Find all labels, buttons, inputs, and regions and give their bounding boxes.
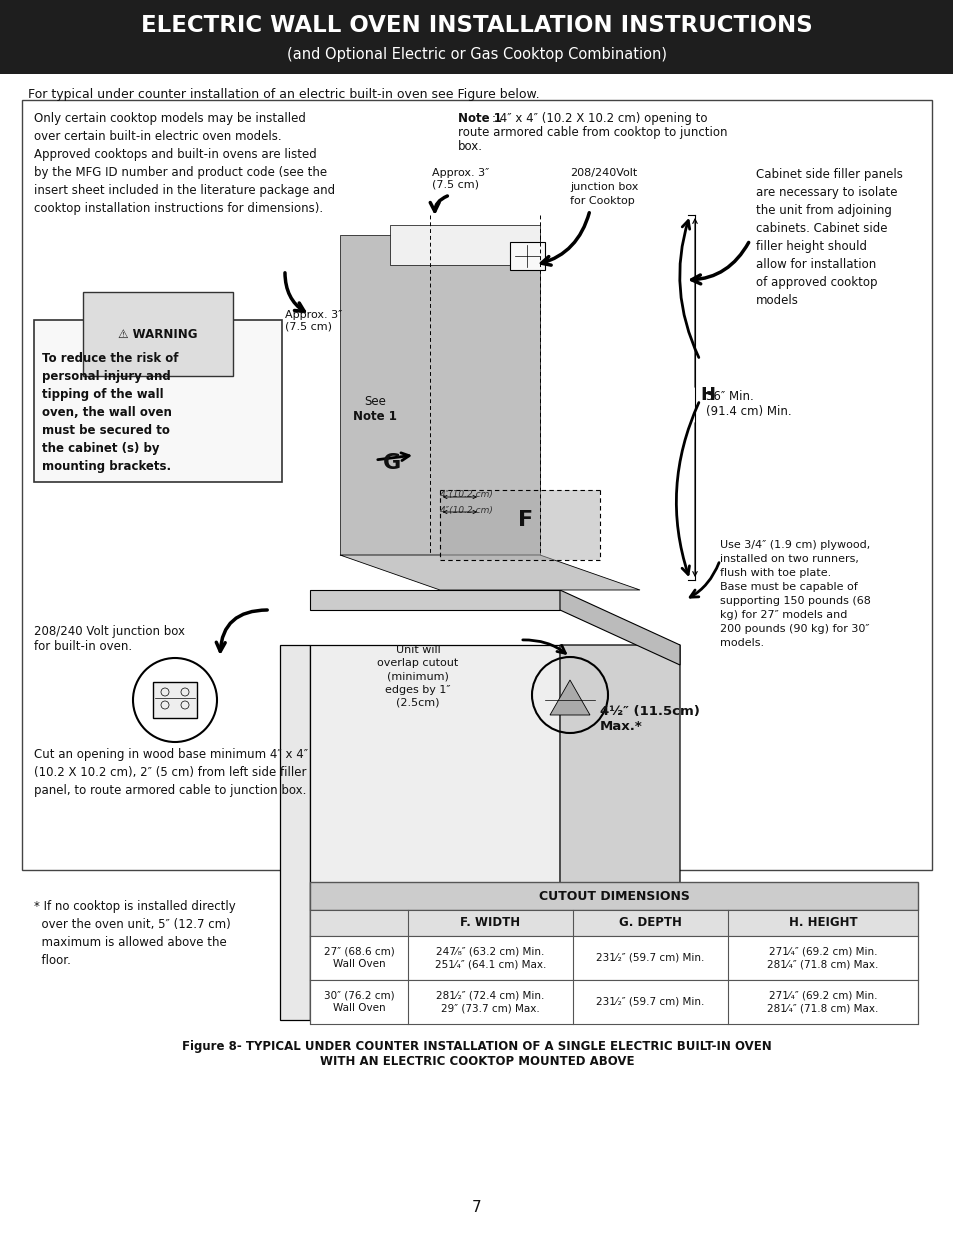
Text: 30″ (76.2 cm)
Wall Oven: 30″ (76.2 cm) Wall Oven bbox=[323, 990, 394, 1014]
Text: 231⁄₂″ (59.7 cm) Min.: 231⁄₂″ (59.7 cm) Min. bbox=[596, 953, 704, 963]
Text: Unit will
overlap cutout
(minimum)
edges by 1″
(2.5cm): Unit will overlap cutout (minimum) edges… bbox=[377, 645, 458, 708]
Text: box.: box. bbox=[457, 140, 482, 153]
Bar bbox=[310, 910, 917, 936]
Polygon shape bbox=[439, 490, 599, 559]
Polygon shape bbox=[280, 645, 310, 1020]
Bar bbox=[310, 981, 917, 1024]
Text: 27″ (68.6 cm)
Wall Oven: 27″ (68.6 cm) Wall Oven bbox=[323, 946, 394, 969]
Text: 208/240 Volt junction box
for built-in oven.: 208/240 Volt junction box for built-in o… bbox=[34, 625, 185, 653]
Text: 271⁄₄″ (69.2 cm) Min.
281⁄₄″ (71.8 cm) Max.: 271⁄₄″ (69.2 cm) Min. 281⁄₄″ (71.8 cm) M… bbox=[766, 946, 878, 969]
Text: : 4″ x 4″ (10.2 X 10.2 cm) opening to: : 4″ x 4″ (10.2 X 10.2 cm) opening to bbox=[492, 112, 707, 125]
Text: WITH AN ELECTRIC COOKTOP MOUNTED ABOVE: WITH AN ELECTRIC COOKTOP MOUNTED ABOVE bbox=[319, 1055, 634, 1068]
Text: 281⁄₂″ (72.4 cm) Min.
29″ (73.7 cm) Max.: 281⁄₂″ (72.4 cm) Min. 29″ (73.7 cm) Max. bbox=[436, 990, 544, 1014]
Text: (and Optional Electric or Gas Cooktop Combination): (and Optional Electric or Gas Cooktop Co… bbox=[287, 47, 666, 62]
Text: CUTOUT DIMENSIONS: CUTOUT DIMENSIONS bbox=[538, 889, 689, 903]
Text: Use 3/4″ (1.9 cm) plywood,
installed on two runners,
flush with toe plate.
Base : Use 3/4″ (1.9 cm) plywood, installed on … bbox=[720, 540, 870, 648]
Bar bbox=[22, 100, 931, 869]
Text: Note 1: Note 1 bbox=[353, 410, 396, 424]
Text: 231⁄₂″ (59.7 cm) Min.: 231⁄₂″ (59.7 cm) Min. bbox=[596, 997, 704, 1007]
Text: F. WIDTH: F. WIDTH bbox=[460, 916, 520, 930]
Bar bbox=[0, 0, 953, 74]
Text: For typical under counter installation of an electric built-in oven see Figure b: For typical under counter installation o… bbox=[28, 88, 539, 101]
Bar bbox=[152, 682, 196, 718]
Text: Cabinet side filler panels
are necessary to isolate
the unit from adjoining
cabi: Cabinet side filler panels are necessary… bbox=[755, 168, 902, 308]
Text: Cut an opening in wood base minimum 4″ x 4″
(10.2 X 10.2 cm), 2″ (5 cm) from lef: Cut an opening in wood base minimum 4″ x… bbox=[34, 748, 308, 797]
Text: Approx. 3″
(7.5 cm): Approx. 3″ (7.5 cm) bbox=[285, 310, 342, 332]
Polygon shape bbox=[339, 555, 639, 590]
Text: See: See bbox=[364, 395, 386, 408]
Text: 36″ Min.
(91.4 cm) Min.: 36″ Min. (91.4 cm) Min. bbox=[705, 390, 791, 417]
Bar bbox=[310, 936, 917, 981]
Text: Figure 8- TYPICAL UNDER COUNTER INSTALLATION OF A SINGLE ELECTRIC BUILT-IN OVEN: Figure 8- TYPICAL UNDER COUNTER INSTALLA… bbox=[182, 1040, 771, 1053]
Text: * If no cooktop is installed directly
  over the oven unit, 5″ (12.7 cm)
  maxim: * If no cooktop is installed directly ov… bbox=[34, 900, 235, 967]
Text: Only certain cooktop models may be installed
over certain built-in electric oven: Only certain cooktop models may be insta… bbox=[34, 112, 335, 215]
Text: G. DEPTH: G. DEPTH bbox=[618, 916, 681, 930]
Text: 4″(10.2 cm): 4″(10.2 cm) bbox=[439, 490, 493, 499]
Polygon shape bbox=[550, 680, 589, 715]
Text: 4″(10.2 cm): 4″(10.2 cm) bbox=[439, 505, 493, 515]
Bar bbox=[34, 320, 282, 482]
Text: 4½″ (11.5cm)
Max.*: 4½″ (11.5cm) Max.* bbox=[599, 705, 700, 734]
Bar bbox=[310, 882, 917, 910]
Text: G: G bbox=[382, 453, 401, 473]
Text: 7: 7 bbox=[472, 1200, 481, 1215]
Text: Approx. 3″
(7.5 cm): Approx. 3″ (7.5 cm) bbox=[432, 168, 489, 190]
Text: 247⁄₈″ (63.2 cm) Min.
251⁄₄″ (64.1 cm) Max.: 247⁄₈″ (63.2 cm) Min. 251⁄₄″ (64.1 cm) M… bbox=[435, 946, 546, 969]
Text: H: H bbox=[700, 387, 714, 404]
Polygon shape bbox=[559, 590, 679, 664]
Bar bbox=[510, 242, 544, 270]
Text: 208/240Volt
junction box
for Cooktop: 208/240Volt junction box for Cooktop bbox=[569, 168, 638, 206]
Text: F: F bbox=[517, 510, 533, 530]
Text: 271⁄₄″ (69.2 cm) Min.
281⁄₄″ (71.8 cm) Max.: 271⁄₄″ (69.2 cm) Min. 281⁄₄″ (71.8 cm) M… bbox=[766, 990, 878, 1014]
Polygon shape bbox=[310, 965, 679, 1020]
Text: ⚠ WARNING: ⚠ WARNING bbox=[118, 327, 197, 341]
Text: route armored cable from cooktop to junction: route armored cable from cooktop to junc… bbox=[457, 126, 727, 140]
Polygon shape bbox=[390, 225, 539, 266]
Text: To reduce the risk of
personal injury and
tipping of the wall
oven, the wall ove: To reduce the risk of personal injury an… bbox=[42, 352, 178, 473]
Polygon shape bbox=[310, 645, 559, 1020]
Text: Note 1: Note 1 bbox=[457, 112, 501, 125]
Polygon shape bbox=[559, 645, 679, 1020]
Polygon shape bbox=[339, 235, 539, 555]
Text: H. HEIGHT: H. HEIGHT bbox=[788, 916, 857, 930]
Polygon shape bbox=[310, 590, 559, 610]
Text: ELECTRIC WALL OVEN INSTALLATION INSTRUCTIONS: ELECTRIC WALL OVEN INSTALLATION INSTRUCT… bbox=[141, 15, 812, 37]
